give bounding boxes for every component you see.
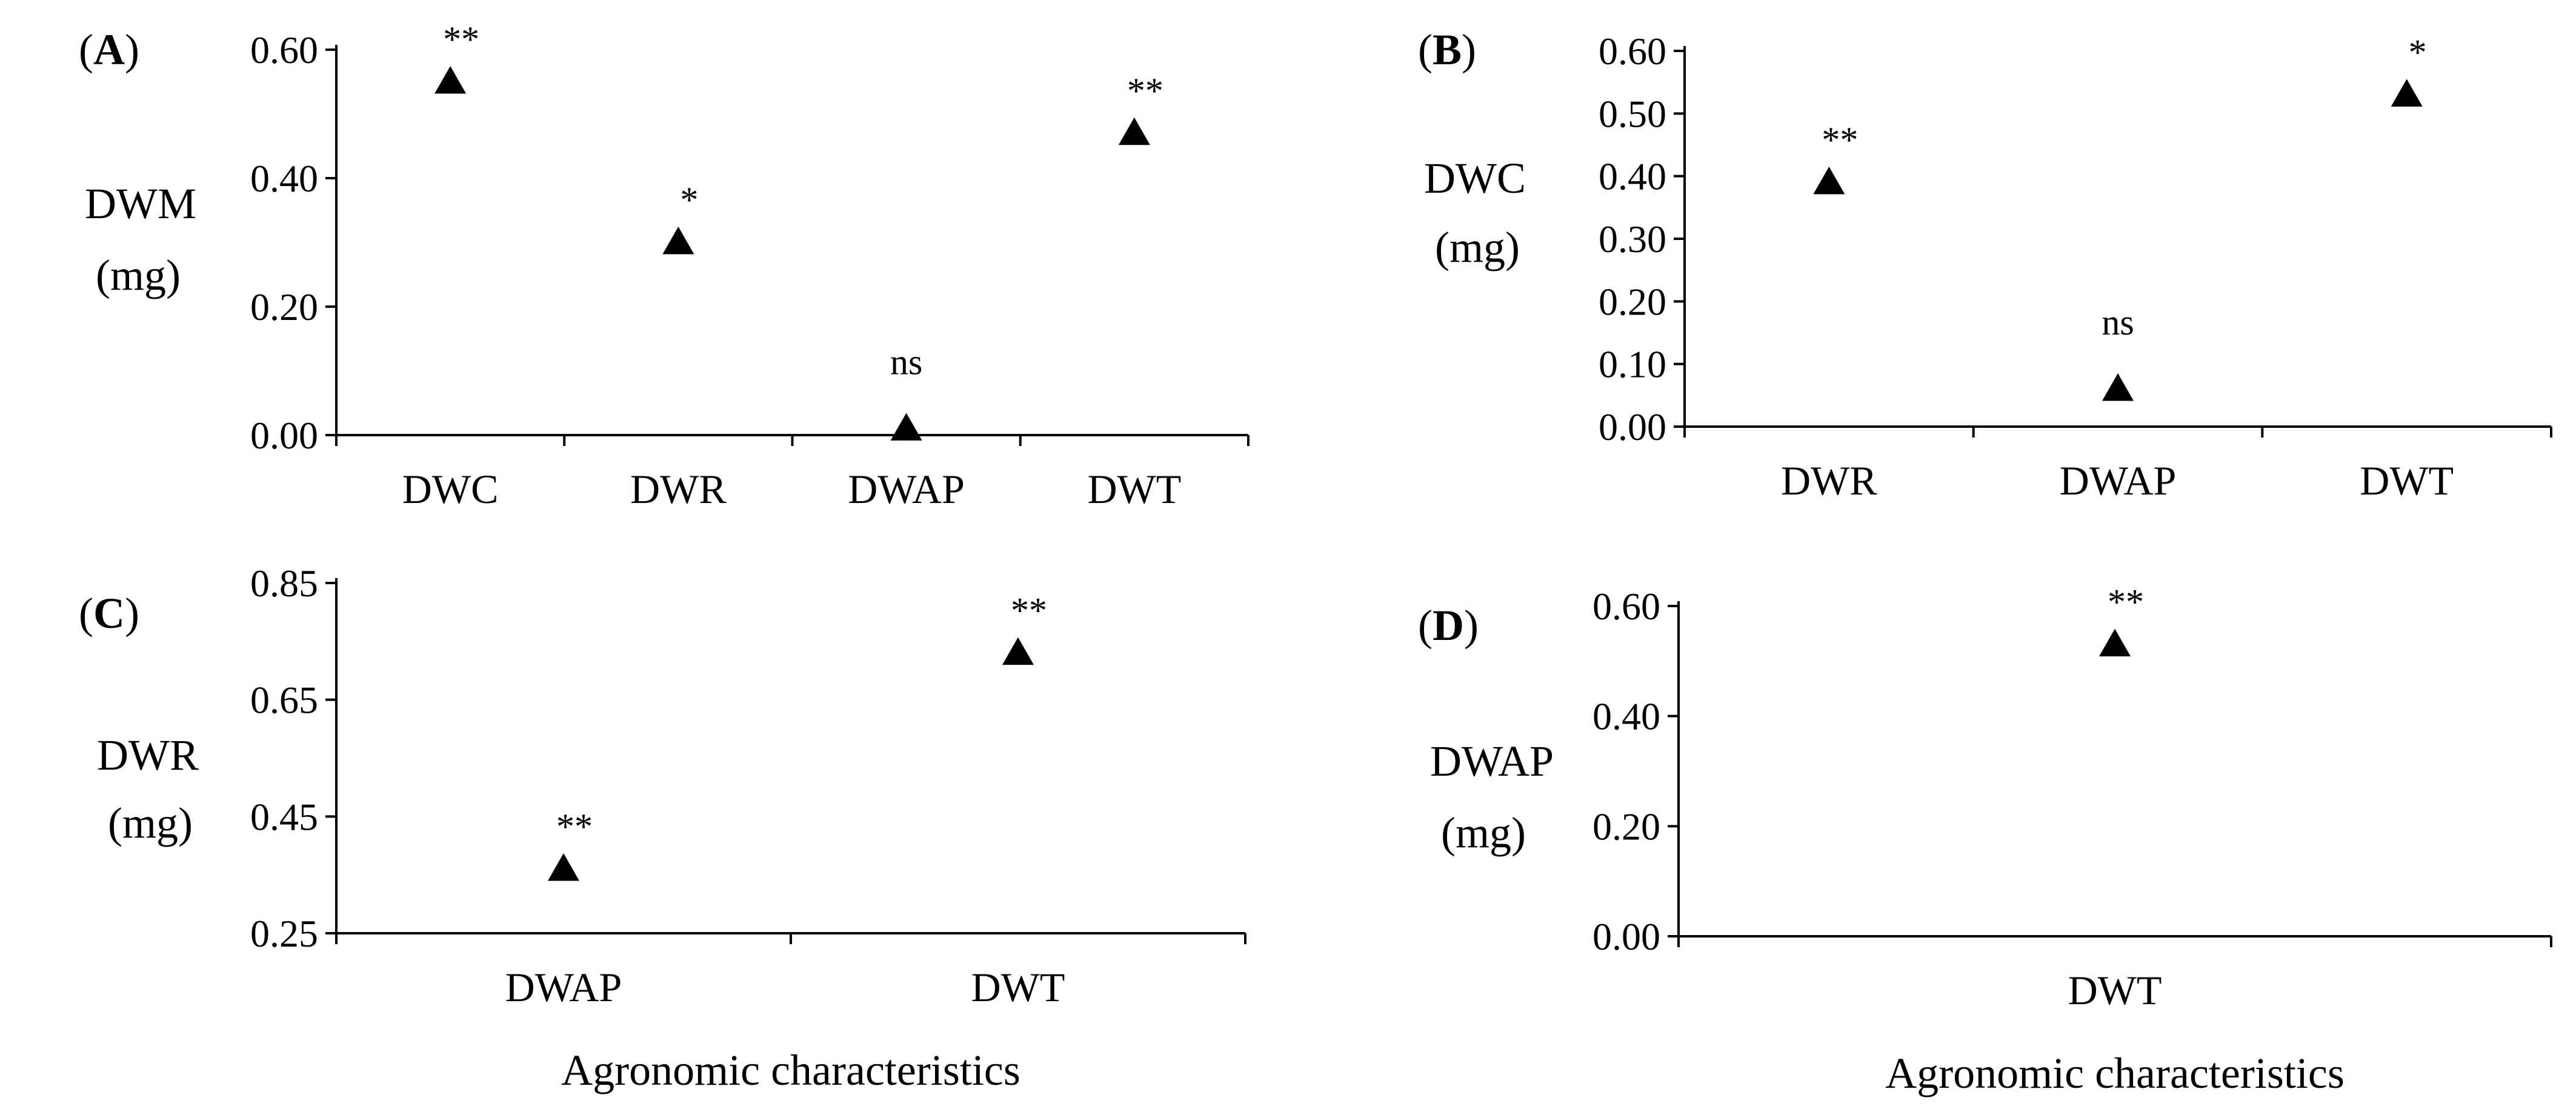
panel-a-point-dwc [434,66,467,94]
panel-b-category-label: DWR [1781,458,1877,504]
panel-b-ylabel-line1: DWC [1424,154,1526,202]
panel-c-ytick-label: 0.25 [250,912,318,955]
panel-b-ytick-label: 0.60 [1599,30,1666,73]
panel-b-ytick-label: 0.30 [1599,218,1666,261]
panel-c-ytick-label: 0.85 [250,562,318,605]
panel-d-ytick-label: 0.20 [1593,805,1660,848]
panel-c-ytick-label: 0.45 [250,795,318,838]
panel-d: (D) DWAP (mg) 0.00 0.20 0.40 0.60 DWT ** Agronomi… [1418,582,2552,1097]
panel-b-label: (B) [1418,25,1476,74]
panel-c-ytick-label: 0.65 [250,679,318,722]
panel-b-point-dwt [2391,79,2423,107]
panel-c-significance: ** [556,807,593,847]
panel-a: (A) DWM (mg) 0.00 0.20 0.40 0.60 DWC ** DWR * DWAP n… [79,19,1250,512]
panel-b-ytick-label: 0.20 [1599,280,1666,323]
panel-b-point-dwap [2102,373,2134,401]
panel-a-category-label: DWAP [848,466,965,512]
panel-a-category-label: DWR [630,466,727,512]
panel-c-label: (C) [79,589,139,638]
panel-a-label: (A) [79,25,139,74]
panel-a-ytick-label: 0.00 [250,414,318,457]
panel-a-ylabel-line1: DWM [85,179,196,228]
panel-a-point-dwap [890,413,922,441]
panel-b-ytick-label: 0.40 [1599,155,1666,198]
panel-d-ytick-label: 0.00 [1593,915,1660,958]
panel-d-label: (D) [1418,601,1479,650]
panel-d-ytick-label: 0.40 [1593,695,1660,738]
panel-a-category-label: DWT [1087,466,1181,512]
panel-d-significance: ** [2108,582,2144,622]
panel-c-ylabel-line1: DWR [97,731,199,779]
panel-c-xlabel: Agronomic characteristics [561,1046,1020,1094]
panel-a-significance: ** [443,19,479,59]
panel-c-point-dwt [1002,637,1034,665]
panel-b-ytick-label: 0.00 [1599,405,1666,448]
panel-b-category-label: DWT [2360,458,2454,504]
panel-d-ylabel-line1: DWAP [1430,737,1554,785]
panel-c-ylabel-line2: (mg) [108,799,193,847]
panel-b-significance: * [2409,32,2427,72]
panel-b-significance: ** [1822,120,1858,160]
panel-b-point-dwr [1813,167,1845,195]
panel-d-category-label: DWT [2068,967,2162,1013]
panel-a-ytick-label: 0.40 [250,157,318,200]
panel-b-category-label: DWAP [2060,458,2177,504]
panel-a-ylabel-line2: (mg) [96,251,181,299]
panel-b-ytick-label: 0.10 [1599,343,1666,386]
panel-d-point-dwt [2099,628,2131,657]
panel-a-significance: ns [890,342,922,382]
panel-a-category-label: DWC [402,466,499,512]
panel-c-category-label: DWAP [505,964,622,1010]
panel-b: (B) DWC (mg) 0.00 0.10 0.20 0.30 0.40 0.50 0.60 DW… [1418,25,2552,504]
panel-a-significance: ** [1127,71,1163,111]
panel-c-significance: ** [1011,591,1047,631]
panel-a-significance: * [680,180,698,220]
panel-c-category-label: DWT [971,964,1065,1010]
panel-b-ylabel-line2: (mg) [1435,223,1520,271]
panel-b-ytick-label: 0.50 [1599,92,1666,135]
panel-d-ytick-label: 0.60 [1593,585,1660,628]
panel-d-ylabel-line2: (mg) [1441,808,1526,857]
panel-c: (C) DWR (mg) 0.25 0.45 0.65 0.85 DWAP ** DWT ** Agr… [79,562,1246,1094]
panel-b-significance: ns [2102,302,2134,342]
panel-a-point-dwr [662,227,694,255]
panel-d-xlabel: Agronomic characteristics [1885,1049,2345,1097]
panel-c-point-dwap [548,853,579,881]
panel-a-ytick-label: 0.20 [250,285,318,328]
panel-a-ytick-label: 0.60 [250,28,318,72]
panel-a-point-dwt [1118,117,1150,145]
